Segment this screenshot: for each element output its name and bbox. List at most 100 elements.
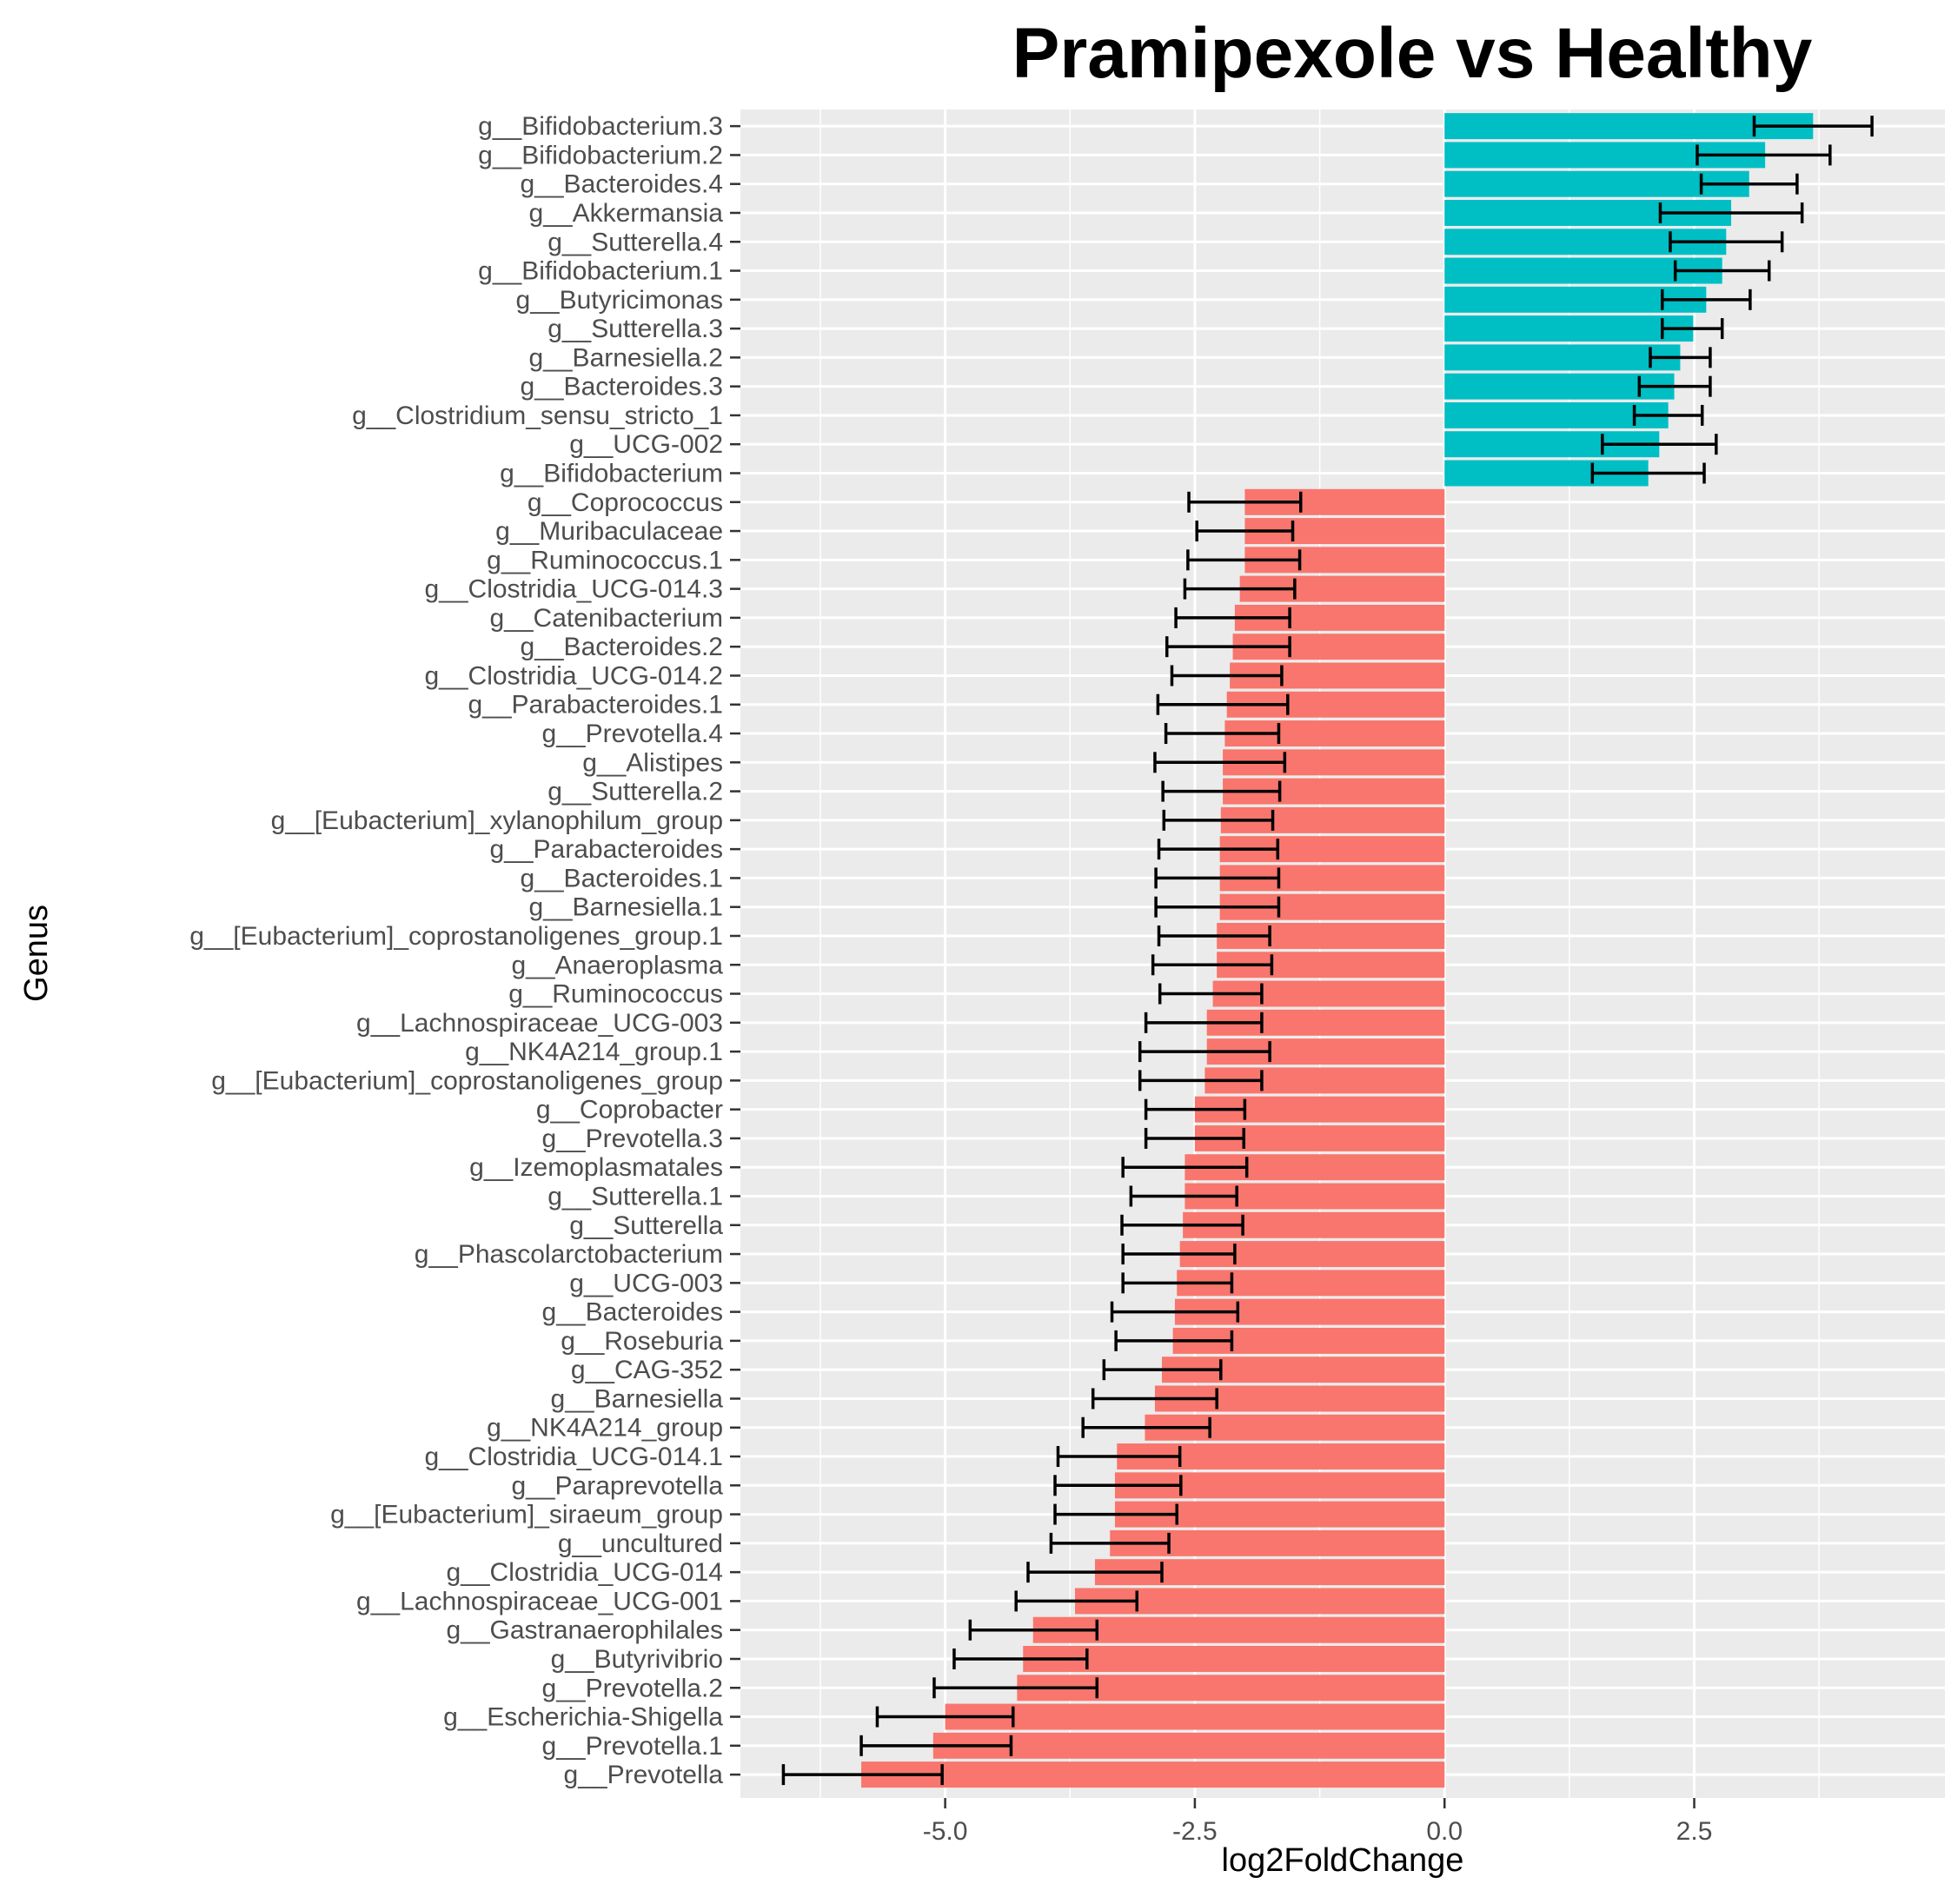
y-tick-label: g__Muribaculaceae xyxy=(495,517,723,546)
y-tick-label: g__Ruminococcus.1 xyxy=(487,546,723,574)
y-tick-label: g__Ruminococcus xyxy=(508,980,723,1009)
errorbar-g__Parabacteroides.1 xyxy=(1156,693,1290,715)
errorbar-g__Prevotella.1 xyxy=(859,1735,1013,1756)
y-tick-label: g__Clostridium_sensu_stricto_1 xyxy=(352,401,723,430)
y-tick-label: g__Butyricimonas xyxy=(516,286,723,315)
y-tick-label: g__Paraprevotella xyxy=(511,1471,723,1500)
errorbar-g__[Eubacterium]_xylanophilum_group xyxy=(1162,809,1275,831)
errorbar-g__Prevotella xyxy=(781,1764,944,1786)
y-tick-label: g__Alistipes xyxy=(582,748,723,777)
errorbar-g__Catenibacterium xyxy=(1174,607,1291,628)
errorbar-g__Akkermansia xyxy=(1658,202,1804,223)
y-tick-label: g__Akkermansia xyxy=(529,199,724,228)
errorbar-g__Bifidobacterium.3 xyxy=(1752,116,1874,137)
y-tick-label: g__Sutterella.3 xyxy=(547,315,723,343)
errorbar-g__Sutterella.1 xyxy=(1129,1185,1238,1207)
y-tick-label: g__Phascolarctobacterium xyxy=(415,1240,723,1269)
bar-g__Bacteroides.3 xyxy=(1444,373,1675,400)
bar-g__Clostridium_sensu_stricto_1 xyxy=(1444,401,1669,428)
y-tick-label: g__Izemoplasmatales xyxy=(469,1153,723,1182)
y-tick-label: g__UCG-002 xyxy=(569,430,723,459)
errorbar-g__Sutterella.2 xyxy=(1161,780,1282,802)
errorbar-g__Izemoplasmatales xyxy=(1121,1157,1249,1178)
y-axis-title: Genus xyxy=(18,905,55,1002)
y-tick-label: g__CAG-352 xyxy=(571,1356,723,1384)
errorbar-g__[Eubacterium]_siraeum_group xyxy=(1053,1503,1178,1525)
errorbar-g__Phascolarctobacterium xyxy=(1121,1244,1237,1265)
errorbar-g__Alistipes xyxy=(1153,752,1287,773)
errorbar-g__Ruminococcus.1 xyxy=(1186,549,1302,571)
y-tick-label: g__Catenibacterium xyxy=(490,604,724,633)
bar-g__Barnesiella.2 xyxy=(1444,344,1681,371)
x-tick-label: 2.5 xyxy=(1676,1817,1713,1846)
bar-g__Butyrivibrio xyxy=(1023,1646,1445,1672)
y-tick-label: g__NK4A214_group xyxy=(487,1414,723,1443)
errorbar-g__Muribaculaceae xyxy=(1195,521,1295,542)
errorbar-g__Gastranaerophilales xyxy=(968,1619,1099,1641)
errorbar-g__UCG-003 xyxy=(1121,1272,1234,1294)
errorbar-g__Prevotella.4 xyxy=(1164,723,1281,745)
errorbar-g__Bifidobacterium.1 xyxy=(1673,260,1771,282)
y-tick-label: g__Bacteroides.1 xyxy=(521,864,724,892)
errorbar-g__Ruminococcus xyxy=(1158,983,1264,1005)
y-tick-label: g__Roseburia xyxy=(561,1327,723,1356)
y-tick-label: g__Coprobacter xyxy=(536,1096,723,1124)
y-tick-label: g__[Eubacterium]_siraeum_group xyxy=(330,1501,723,1529)
errorbar-g__Parabacteroides xyxy=(1157,839,1280,860)
bar-g__Prevotella.1 xyxy=(932,1732,1445,1759)
errorbar-g__Bifidobacterium xyxy=(1590,462,1706,484)
y-tick-label: g__Parabacteroides.1 xyxy=(468,691,723,720)
errorbar-g__Clostridia_UCG-014.2 xyxy=(1170,665,1284,687)
y-tick-label: g__Sutterella.2 xyxy=(547,778,723,806)
bar-g__Bifidobacterium.3 xyxy=(1444,113,1814,140)
y-tick-label: g__Gastranaerophilales xyxy=(446,1616,723,1645)
errorbar-g__Prevotella.3 xyxy=(1144,1127,1245,1149)
errorbar-g__Roseburia xyxy=(1114,1330,1234,1351)
x-axis-title: log2FoldChange xyxy=(1222,1842,1464,1879)
y-tick-label: g__Bifidobacterium.1 xyxy=(478,257,723,286)
y-tick-label: g__Barnesiella xyxy=(551,1384,724,1413)
y-tick-label: g__Escherichia-Shigella xyxy=(443,1703,723,1732)
errorbar-g__UCG-002 xyxy=(1601,434,1718,455)
y-tick-label: g__Clostridia_UCG-014.3 xyxy=(424,575,723,604)
errorbar-g__Barnesiella xyxy=(1091,1388,1218,1410)
x-tick-label: 0.0 xyxy=(1426,1817,1463,1846)
errorbar-g__Clostridia_UCG-014 xyxy=(1026,1562,1164,1583)
errorbar-g__Coprobacter xyxy=(1144,1098,1247,1120)
errorbar-g__Bacteroides.2 xyxy=(1165,636,1291,658)
y-tick-label: g__NK4A214_group.1 xyxy=(465,1038,723,1066)
errorbar-g__Butyrivibrio xyxy=(952,1648,1089,1669)
chart-title: Pramipexole vs Healthy xyxy=(1012,14,1813,93)
bar-g__Sutterella.3 xyxy=(1444,315,1694,342)
y-tick-label: g__Prevotella.4 xyxy=(542,720,723,748)
errorbar-g__Bifidobacterium.2 xyxy=(1696,144,1832,166)
bar-g__Escherichia-Shigella xyxy=(945,1703,1445,1730)
errorbar-g__CAG-352 xyxy=(1102,1359,1223,1381)
errorbar-g__Coprococcus xyxy=(1187,491,1303,513)
y-tick-label: g__Bifidobacterium xyxy=(500,460,723,488)
y-tick-label: g__Bacteroides.2 xyxy=(521,633,724,661)
error-bars xyxy=(781,116,1874,1786)
errorbar-g__Lachnospiraceae_UCG-001 xyxy=(1014,1590,1139,1612)
y-tick-label: g__UCG-003 xyxy=(569,1269,723,1297)
y-tick-label: g__Bifidobacterium.2 xyxy=(478,141,723,169)
errorbar-g__Barnesiella.2 xyxy=(1649,347,1712,368)
y-tick-label: g__Lachnospiraceae_UCG-003 xyxy=(356,1009,723,1038)
y-tick-label: g__Bacteroides.3 xyxy=(521,373,724,401)
y-tick-label: g__Sutterella xyxy=(569,1211,723,1240)
bar-g__Gastranaerophilales xyxy=(1032,1616,1445,1643)
errorbar-g__Clostridia_UCG-014.3 xyxy=(1183,578,1297,600)
errorbar-g__NK4A214_group xyxy=(1081,1416,1211,1438)
y-tick-label: g__Barnesiella.2 xyxy=(529,343,724,372)
y-tick-label: g__[Eubacterium]_coprostanoligenes_group xyxy=(211,1066,723,1095)
errorbar-g__Bacteroides.4 xyxy=(1699,173,1799,195)
errorbar-g__uncultured xyxy=(1049,1532,1171,1554)
errorbar-g__Butyricimonas xyxy=(1661,289,1752,310)
y-tick-label: g__Anaeroplasma xyxy=(511,951,723,979)
y-tick-label: g__Sutterella.4 xyxy=(547,228,723,256)
errorbar-g__Sutterella.3 xyxy=(1661,318,1724,340)
y-tick-label: g__[Eubacterium]_coprostanoligenes_group… xyxy=(189,922,723,951)
errorbar-g__[Eubacterium]_coprostanoligenes_group xyxy=(1138,1070,1264,1091)
y-tick-label: g__Prevotella.1 xyxy=(542,1732,723,1761)
errorbar-g__Paraprevotella xyxy=(1053,1475,1183,1496)
